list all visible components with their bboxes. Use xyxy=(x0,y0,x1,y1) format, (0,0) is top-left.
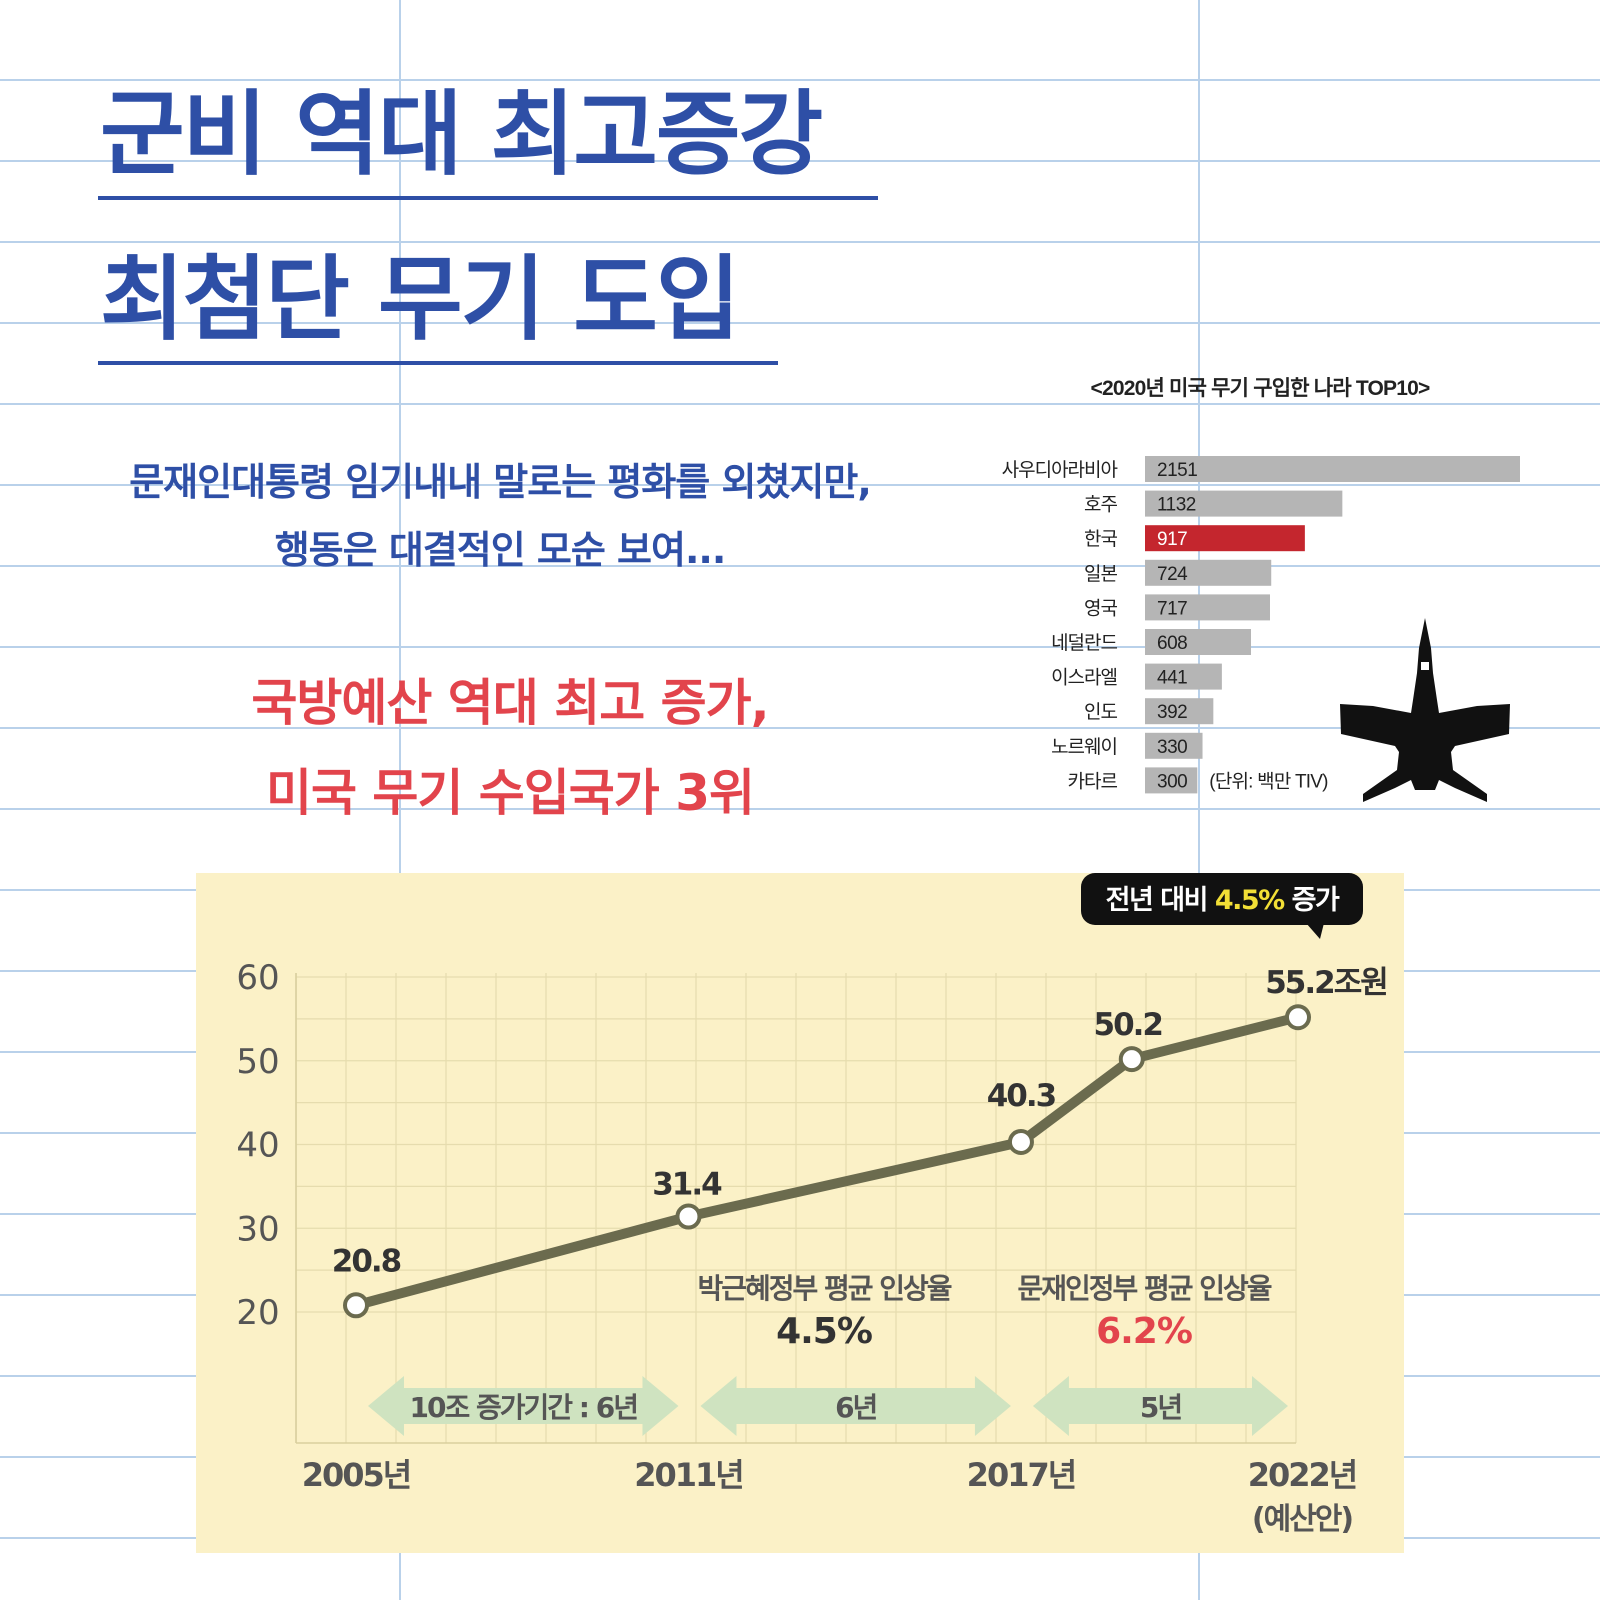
callout-value: 4.5% xyxy=(1215,885,1285,916)
callout-suffix: 증가 xyxy=(1284,885,1340,916)
bar xyxy=(1145,456,1520,482)
bar-category-label: 일본 xyxy=(1084,563,1117,585)
point-value-label: 20.8 xyxy=(332,1243,401,1279)
y-tick-label: 40 xyxy=(236,1126,279,1166)
point-value-label: 31.4 xyxy=(652,1167,722,1203)
point-value-label: 40.3 xyxy=(987,1078,1056,1114)
y-tick-label: 20 xyxy=(236,1293,279,1333)
headline-line-2: 최첨단 무기 도입 xyxy=(100,246,741,353)
bar-highlight xyxy=(1145,525,1305,552)
bar-value-label: 917 xyxy=(1157,529,1187,550)
data-point xyxy=(343,1292,369,1319)
bar-value-label: 2151 xyxy=(1157,460,1197,481)
annotation-label: 박근혜정부 평균 인상율 xyxy=(697,1272,951,1305)
bar-value-label: 300 xyxy=(1157,771,1187,792)
data-point xyxy=(1118,1046,1145,1073)
period-arrow: 5년 xyxy=(1032,1376,1288,1436)
fighter-jet-icon xyxy=(1340,618,1510,802)
bar-chart-unit-note: (단위: 백만 TIV) xyxy=(1209,770,1328,792)
bar-category-label: 영국 xyxy=(1084,597,1117,619)
x-tick-label: 2017년 xyxy=(967,1456,1076,1494)
x-tick-label: 2011년 xyxy=(634,1456,743,1494)
bar-category-label: 한국 xyxy=(1084,528,1117,550)
bar xyxy=(1145,767,1198,794)
bar-value-label: 392 xyxy=(1157,702,1187,723)
period-label: 10조 증가기간 : 6년 xyxy=(410,1391,638,1424)
bar-category-label: 노르웨이 xyxy=(1051,736,1117,758)
callout-bubble: 전년 대비 4.5% 증가 xyxy=(1081,873,1363,939)
bar xyxy=(1145,663,1222,690)
bar xyxy=(1145,594,1270,621)
data-point xyxy=(1285,1004,1311,1031)
bar xyxy=(1145,629,1251,655)
bar-category-label: 인도 xyxy=(1084,701,1117,723)
grid xyxy=(295,973,1297,1444)
x-tick-label: 2022년 xyxy=(1248,1456,1357,1494)
bar-value-label: 724 xyxy=(1157,564,1188,585)
highlight-line-2: 미국 무기 수입국가 3위 xyxy=(265,764,755,822)
line-chart-background xyxy=(196,873,1404,1553)
data-point xyxy=(675,1203,702,1230)
bar-category-label: 이스라엘 xyxy=(1051,667,1117,689)
bar-value-label: 608 xyxy=(1157,633,1187,654)
bar xyxy=(1145,559,1272,586)
period-arrow: 6년 xyxy=(700,1376,1011,1436)
bar-value-label: 330 xyxy=(1157,737,1187,758)
bar-value-label: 717 xyxy=(1157,598,1187,619)
bar-category-label: 네덜란드 xyxy=(1051,632,1117,654)
data-point xyxy=(1007,1128,1034,1155)
y-tick-label: 30 xyxy=(236,1209,279,1249)
headline-underline-2 xyxy=(98,361,778,365)
bar-chart-title: <2020년 미국 무기 구입한 나라 TOP10> xyxy=(1091,377,1431,400)
headline-line-1: 군비 역대 최고증강 xyxy=(100,81,823,188)
x-tick-sublabel: (예산안) xyxy=(1252,1502,1353,1537)
bar-category-label: 카타르 xyxy=(1068,770,1118,792)
period-label: 5년 xyxy=(1140,1391,1181,1424)
bar-category-label: 사우디아라비아 xyxy=(1002,459,1118,481)
highlight-line-1: 국방예산 역대 최고 증가, xyxy=(251,674,769,732)
y-tick-label: 50 xyxy=(236,1042,279,1082)
y-tick-label: 60 xyxy=(236,958,279,998)
callout-prefix: 전년 대비 xyxy=(1106,885,1215,916)
bar-value-label: 1132 xyxy=(1157,495,1196,516)
bar xyxy=(1145,698,1214,725)
bar xyxy=(1145,732,1203,759)
bar-category-label: 호주 xyxy=(1084,495,1117,516)
annotation-label: 문재인정부 평균 인상율 xyxy=(1017,1272,1271,1305)
period-label: 6년 xyxy=(835,1391,876,1424)
subtitle-line-2: 행동은 대결적인 모순 보여... xyxy=(274,528,727,572)
defense-budget-line-chart: 20 30 40 50 60 2005년 2011년 2017년 2022년 (예산안) 10조 증… xyxy=(196,873,1404,1553)
annotation-value: 6.2% xyxy=(1096,1311,1192,1352)
bar xyxy=(1145,490,1343,517)
bar-value-label: 441 xyxy=(1157,668,1187,689)
annotation-value: 4.5% xyxy=(776,1311,872,1352)
point-value-label: 50.2 xyxy=(1094,1007,1163,1043)
callout-text: 전년 대비 4.5% 증가 xyxy=(1106,885,1340,916)
period-arrow: 10조 증가기간 : 6년 xyxy=(368,1376,679,1436)
x-tick-label: 2005년 xyxy=(302,1456,411,1494)
subtitle-line-1: 문재인대통령 임기내내 말로는 평화를 외쳤지만, xyxy=(129,460,872,504)
headline-underline-1 xyxy=(98,196,878,200)
us-arms-import-bar-chart: <2020년 미국 무기 구입한 나라 TOP10> 사우디아라비아 2151 호주 1… xyxy=(1002,377,1520,802)
point-value-label: 55.2조원 xyxy=(1265,965,1387,1001)
